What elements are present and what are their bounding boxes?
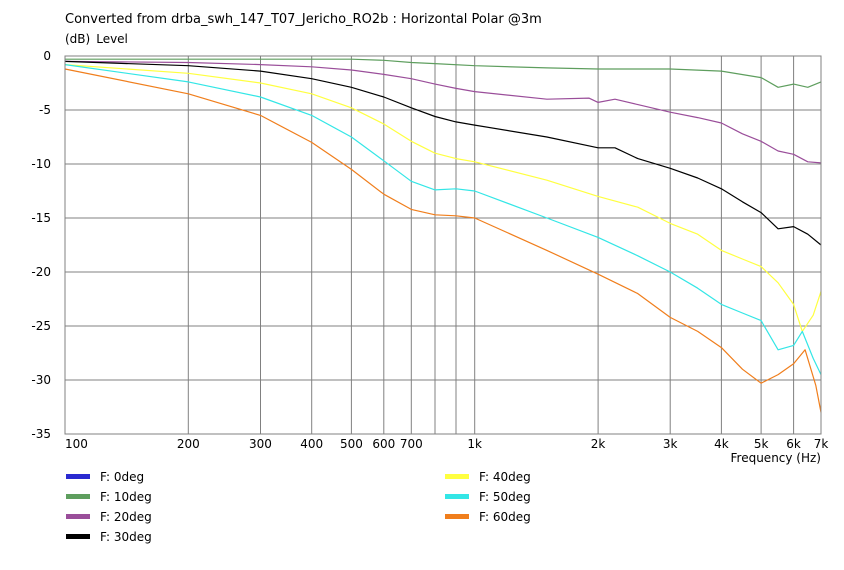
legend-swatch [445, 494, 469, 499]
legend-label: F: 10deg [100, 490, 152, 504]
chart-title: Converted from drba_swh_147_T07_Jericho_… [65, 12, 542, 27]
x-tick-label: 200 [177, 437, 200, 451]
y-tick-label: -15 [31, 211, 51, 225]
x-tick-label: 4k [714, 437, 729, 451]
y-tick-label: -25 [31, 319, 51, 333]
x-tick-label: 5k [754, 437, 769, 451]
legend: F: 0deg F: 10deg F: 20deg F: 30deg F: 40deg F… [66, 470, 531, 544]
legend-swatch [66, 474, 90, 479]
legend-label: F: 40deg [479, 470, 531, 484]
series-line [64, 60, 822, 164]
series-line [65, 58, 822, 88]
legend-label: F: 60deg [479, 510, 531, 524]
legend-label: F: 50deg [479, 490, 531, 504]
x-tick-label: 2k [591, 437, 606, 451]
x-tick-label: 6k [786, 437, 801, 451]
y-axis-unit: (dB) [65, 32, 91, 46]
y-tick-label: -30 [31, 373, 51, 387]
x-tick-label: 700 [400, 437, 423, 451]
x-tick-label: 600 [372, 437, 395, 451]
x-tick-label: 1k [467, 437, 482, 451]
x-tick-label: 7k [814, 437, 829, 451]
y-tick-label: -35 [31, 427, 51, 441]
legend-swatch [66, 534, 90, 539]
x-tick-label: 3k [663, 437, 678, 451]
x-tick-label: 400 [300, 437, 323, 451]
legend-label: F: 30deg [100, 530, 152, 544]
legend-label: F: 20deg [100, 510, 152, 524]
legend-swatch [445, 514, 469, 519]
plot-frame [64, 55, 822, 435]
y-tick-label: -5 [39, 103, 51, 117]
legend-swatch [445, 474, 469, 479]
x-tick-label: 300 [249, 437, 272, 451]
series-line [64, 60, 822, 246]
x-tick-label: 500 [340, 437, 363, 451]
x-axis-label: Frequency (Hz) [731, 451, 822, 465]
grid [64, 55, 822, 435]
series-lines [64, 58, 822, 413]
x-tick-label: 100 [65, 437, 88, 451]
y-tick-label: 0 [43, 49, 51, 63]
series-line [64, 64, 822, 375]
legend-label: F: 0deg [100, 470, 144, 484]
x-tick-labels: 100 200 300 400 500 600 700 1k 2k 3k 4k 5k 6k 7k [65, 437, 828, 451]
y-axis-label: (dB) Level [65, 32, 128, 46]
y-tick-labels: 0 -5 -10 -15 -20 -25 -30 -35 [31, 49, 51, 441]
y-tick-label: -10 [31, 157, 51, 171]
y-axis-title: Level [96, 32, 128, 46]
legend-swatch [66, 494, 90, 499]
series-line [64, 68, 822, 413]
y-tick-label: -20 [31, 265, 51, 279]
legend-swatch [66, 514, 90, 519]
series-line [64, 64, 822, 332]
